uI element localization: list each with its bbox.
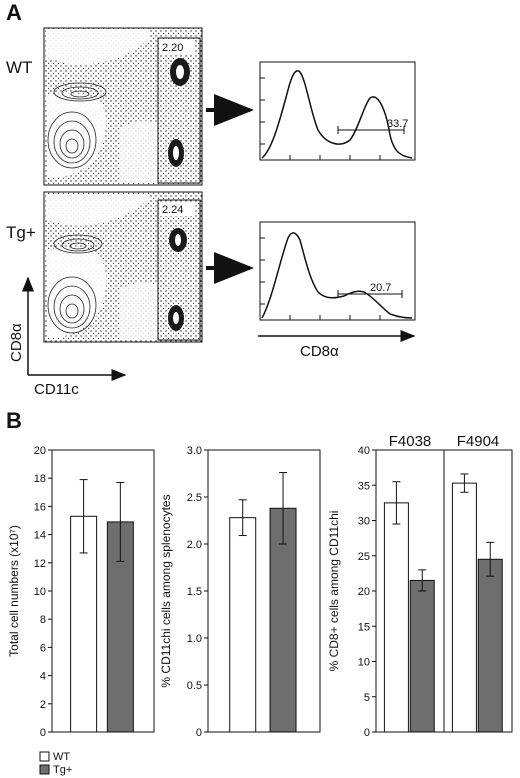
hist-axis-label: CD8α xyxy=(300,343,339,360)
y-tick-label: 20 xyxy=(34,445,46,457)
histogram-tg: 20.7 xyxy=(259,221,416,321)
y-tick-label: 2.5 xyxy=(187,492,202,504)
chart-frame xyxy=(207,449,321,733)
flow-x-axis-label: CD11c xyxy=(34,381,79,398)
legend: WT Tg+ xyxy=(39,751,72,776)
bar-tg xyxy=(409,579,435,733)
y-tick-label: 20 xyxy=(358,586,370,598)
legend-label-wt: WT xyxy=(53,751,70,763)
bar-chart-cd8: 0 5 10 15 20 25 30 35 40 % CD8+ cells among CD11c… xyxy=(327,433,513,739)
y-tick-label: 6 xyxy=(40,642,46,654)
y-axis-label: % CD8+ cells among CD11chi xyxy=(327,511,341,672)
panel-b-label: B xyxy=(6,408,22,433)
legend-swatch-tg xyxy=(39,764,50,775)
y-axis-label: Total cell numbers (x10⁷) xyxy=(7,525,21,657)
y-tick-label: 0.5 xyxy=(187,680,202,692)
gate-value-tg: 2.24 xyxy=(162,204,183,216)
y-tick-label: 10 xyxy=(358,657,370,669)
y-tick-label: 14 xyxy=(34,530,46,542)
bar-tg xyxy=(269,507,297,733)
bar-wt xyxy=(451,482,477,733)
hist-value-tg: 20.7 xyxy=(370,282,391,294)
bar-chart-total-cells: 0 2 4 6 8 10 12 14 16 18 20 Total cell numbers (x10… xyxy=(7,445,155,739)
y-tick-label: 25 xyxy=(358,551,370,563)
y-tick-label: 0 xyxy=(196,727,202,739)
y-tick-label: 30 xyxy=(358,516,370,528)
y-tick-label: 8 xyxy=(40,614,46,626)
legend-swatch-wt xyxy=(39,751,50,762)
legend-label-tg: Tg+ xyxy=(53,764,72,776)
y-tick-label: 3.0 xyxy=(187,445,202,457)
y-tick-label: 12 xyxy=(34,558,46,570)
row-label-tg: Tg+ xyxy=(6,223,36,242)
y-tick-label: 4 xyxy=(40,671,46,683)
y-tick-label: 0 xyxy=(40,727,46,739)
y-tick-label: 2 xyxy=(40,699,46,711)
gate-value-wt: 2.20 xyxy=(162,42,183,54)
bar-wt xyxy=(383,502,409,733)
flow-y-axis-label: CD8α xyxy=(8,323,25,362)
y-tick-label: 10 xyxy=(34,586,46,598)
hist-value-wt: 33.7 xyxy=(387,118,408,130)
bar-tg xyxy=(477,558,503,733)
flow-plot-wt: 2.20 xyxy=(43,27,203,186)
bar-chart-cd11chi: 0 0.5 1.0 1.5 2.0 2.5 3.0 % CD11chi cells among… xyxy=(159,445,321,739)
y-tick-label: 40 xyxy=(358,445,370,457)
panel-a-label: A xyxy=(6,0,22,25)
group-label: F4038 xyxy=(389,433,432,450)
y-axis-label: % CD11chi cells among splenocytes xyxy=(159,494,173,687)
group-label: F4904 xyxy=(457,433,500,450)
y-tick-label: 35 xyxy=(358,480,370,492)
y-tick-label: 15 xyxy=(358,621,370,633)
row-label-wt: WT xyxy=(6,58,32,77)
y-tick-label: 1.5 xyxy=(187,586,202,598)
bar-wt xyxy=(229,517,257,733)
y-tick-label: 5 xyxy=(364,692,370,704)
y-tick-label: 16 xyxy=(34,501,46,513)
chart-frame xyxy=(51,449,155,733)
histogram-wt: 33.7 xyxy=(259,61,416,161)
y-tick-label: 18 xyxy=(34,473,46,485)
y-tick-label: 0 xyxy=(364,727,370,739)
y-tick-label: 2.0 xyxy=(187,539,202,551)
y-tick-label: 1.0 xyxy=(187,633,202,645)
flow-plot-tg: 2.24 xyxy=(43,191,203,343)
